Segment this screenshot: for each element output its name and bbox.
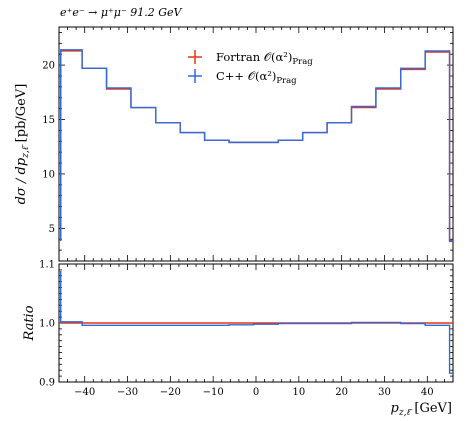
- x-tick-label: −30: [117, 387, 138, 398]
- main-panel-series: [59, 49, 453, 243]
- legend-marker-cpp: [188, 69, 202, 83]
- x-axis-title: pz,ℓ̄ [GeV]: [391, 401, 452, 418]
- legend-label-fortran: Fortran 𝒪(α²)Prag: [216, 50, 313, 67]
- x-tick-label: 30: [378, 387, 391, 398]
- main-y-tick-label: 15: [42, 115, 55, 126]
- x-tick-label: 40: [421, 387, 434, 398]
- legend-marker-fortran: [188, 50, 202, 64]
- main-y-tick-label: 10: [42, 169, 55, 180]
- x-tick-label: 20: [335, 387, 348, 398]
- main-y-axis-title: dσ / dpz,ℓ̄ [pb/GeV]: [14, 84, 31, 205]
- process-label: e⁺e⁻ → μ⁺μ⁻ 91.2 GeV: [60, 6, 183, 19]
- main-series-cpp-line: [59, 49, 453, 243]
- main-y-tick-label: 5: [49, 224, 55, 235]
- ratio-y-axis-title: Ratio: [22, 305, 37, 341]
- ratio-y-tick-label: 1.0: [39, 319, 55, 330]
- ratio-y-tick-label: 1.1: [39, 260, 55, 271]
- ratio-panel-ticks: −40 −30 −20 −10 0 10 20 30 40 0.9 1.0 1.1: [39, 260, 454, 398]
- x-tick-label: 10: [292, 387, 305, 398]
- main-y-tick-label: 20: [42, 61, 55, 72]
- x-tick-label: −10: [203, 387, 224, 398]
- ratio-y-tick-label: 0.9: [39, 378, 55, 389]
- ratio-panel-series: [59, 270, 453, 374]
- x-tick-label: 0: [253, 387, 259, 398]
- ratio-series-cpp-line: [59, 270, 453, 374]
- legend: Fortran 𝒪(α²)Prag C++ 𝒪(α²)Prag: [188, 50, 313, 86]
- x-tick-label: −40: [74, 387, 95, 398]
- legend-label-cpp: C++ 𝒪(α²)Prag: [216, 69, 297, 86]
- x-tick-label: −20: [160, 387, 181, 398]
